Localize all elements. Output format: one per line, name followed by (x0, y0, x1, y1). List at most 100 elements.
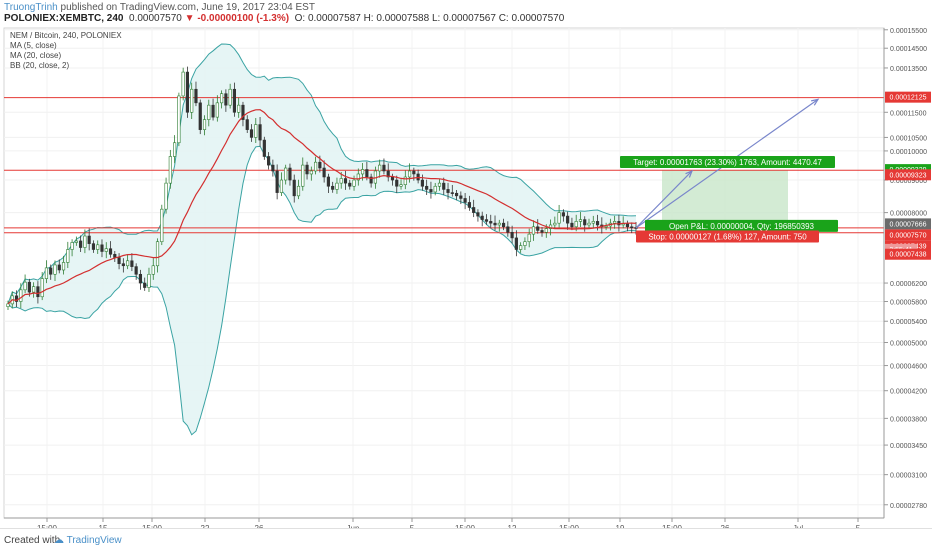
ma-20-line (7, 109, 637, 305)
candle-body (126, 260, 130, 267)
y-tick-label: 0.00015500 (890, 28, 927, 35)
open-pnl-label-bg (645, 219, 838, 232)
x-tick-label: 15:00 (559, 524, 580, 528)
candle-body (147, 273, 151, 288)
candle-body (595, 221, 600, 226)
candle-body (489, 221, 493, 224)
candle-body (271, 164, 275, 172)
candle-body (343, 178, 348, 184)
candle-body (284, 167, 288, 181)
candle-body (181, 71, 185, 97)
candle-body (49, 267, 53, 275)
candle-body (262, 139, 266, 157)
candle-body (96, 244, 100, 250)
candle-body (87, 235, 91, 244)
candle-body (326, 176, 330, 187)
candle-body (378, 164, 382, 172)
candle-body (130, 260, 134, 267)
arrow-to-target-head (685, 169, 694, 178)
candle-body (258, 124, 262, 141)
symbol-line: POLONIEX:XEMBTC, 240 0.00007570 ▼ -0.000… (4, 13, 928, 24)
candle-body (220, 93, 224, 104)
candle-body (531, 226, 536, 235)
bb-fill (8, 44, 636, 435)
candle-body (361, 169, 365, 175)
candle-body (446, 189, 450, 193)
candle-body (536, 226, 540, 231)
candle-body (6, 303, 10, 307)
candle-body (399, 184, 403, 187)
x-tick-label: Jul (793, 524, 803, 528)
y-tick-label: 0.00006200 (890, 281, 927, 288)
candle-body (390, 176, 395, 181)
publish-info: published on TradingView.com, June 19, 2… (60, 2, 315, 13)
candle-body (356, 173, 360, 181)
candle-body (544, 228, 548, 233)
y-tick-label: 0.00010000 (890, 149, 927, 156)
candle-body (510, 231, 514, 239)
legend-entry: NEM / Bitcoin, 240, POLONIEX (10, 31, 122, 40)
candle-body (450, 192, 454, 194)
candle-body (412, 170, 416, 175)
candle-body (207, 104, 211, 120)
candle-body (583, 219, 587, 226)
candle-body (497, 222, 501, 226)
candle-body (74, 240, 78, 243)
stop-label-bg (636, 230, 819, 243)
candle-body (173, 142, 177, 157)
candle-body (301, 164, 305, 187)
y-tick-label: 0.00004200 (890, 389, 927, 396)
target-label-bg (620, 155, 835, 168)
candle-body (566, 215, 570, 224)
candle-body (578, 219, 583, 222)
axis-price-tag-bg (885, 169, 931, 181)
candle-body (121, 263, 125, 267)
candle-body (472, 207, 476, 213)
candle-body (117, 257, 121, 264)
candle-body (395, 179, 399, 187)
candle-body (459, 195, 463, 199)
x-tick-label: 19 (616, 524, 625, 528)
axis-price-tag-bg (885, 248, 931, 260)
candle-body (53, 264, 57, 275)
target-zone (662, 169, 788, 228)
moving-average (7, 109, 637, 305)
tradingview-logo[interactable]: ☁ TradingView (54, 535, 122, 546)
legend-entry: MA (20, close) (10, 51, 61, 60)
candle-body (108, 248, 113, 255)
candle-body (194, 88, 198, 104)
candle-body (553, 222, 557, 226)
x-tick-label: 15:00 (662, 524, 683, 528)
y-tick-label: 0.00005400 (890, 319, 927, 326)
candle-body (501, 222, 506, 228)
candle-body (314, 161, 318, 172)
candle-body (514, 237, 518, 250)
candle-body (322, 167, 326, 178)
candle-body (113, 253, 117, 258)
candle-body (83, 235, 87, 248)
candle-body (570, 222, 574, 228)
author-link[interactable]: TruongTrinh (4, 2, 58, 13)
candle-body (27, 281, 31, 293)
candle-body (467, 202, 471, 208)
axis-price-tag-bg (885, 91, 931, 103)
candle-body (14, 295, 19, 302)
candlesticks (6, 66, 638, 310)
y-tick-label: 0.00005800 (890, 299, 927, 306)
candle-body (245, 119, 249, 130)
axis-price-tag: 0.00012125 (890, 95, 927, 102)
symbol: POLONIEX:XEMBTC, 240 (4, 13, 124, 24)
candle-body (433, 185, 437, 193)
candle-body (228, 88, 232, 106)
price-chart[interactable]: 0.00015500 0.00014500 0.00013500 0.00011500… (0, 24, 932, 528)
x-tick-label: 15:00 (142, 524, 163, 528)
candle-body (155, 241, 160, 267)
candle-body (224, 93, 228, 106)
axis-price-tag: 0.00007666 (890, 221, 927, 228)
candle-body (369, 176, 373, 184)
candle-body (331, 185, 335, 190)
candle-body (168, 156, 172, 184)
candle-body (79, 240, 83, 248)
candle-body (36, 286, 40, 298)
candle-body (215, 102, 219, 118)
